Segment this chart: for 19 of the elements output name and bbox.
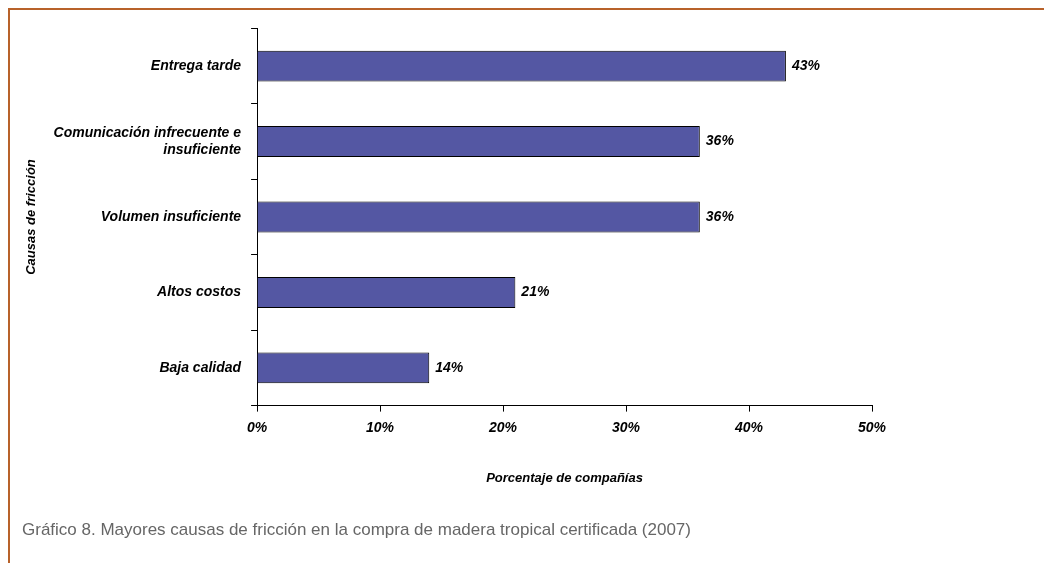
x-tick-label: 20% <box>488 418 518 435</box>
x-tick-label: 0% <box>246 418 268 435</box>
data-label: 36% <box>705 132 735 149</box>
data-label: 21% <box>520 283 550 300</box>
text: Gráfico 8. Mayores causas de fricción en la compra de madera tropical certificada (2007) <box>22 520 691 540</box>
y-tick-label: Baja calidad <box>159 358 242 375</box>
x-axis-title: Porcentaje de compañías <box>486 469 643 485</box>
x-tick-label: 30% <box>612 418 641 435</box>
y-axis-title: Causas de fricción <box>23 159 39 275</box>
data-label: 43% <box>790 56 821 73</box>
data-label: 14% <box>435 358 464 375</box>
y-tick-label: Altos costos <box>156 283 242 300</box>
x-tick-label: 10% <box>366 418 395 435</box>
y-tick-label: Comunicación infrecuente e insuficiente <box>53 124 242 157</box>
y-tick-label: Entrega tarde <box>150 56 242 73</box>
data-label: 36% <box>705 207 735 224</box>
x-tick-label: 50% <box>857 418 887 435</box>
y-tick-label: Volumen insuficiente <box>100 207 242 224</box>
x-tick-label: 40% <box>734 418 764 435</box>
